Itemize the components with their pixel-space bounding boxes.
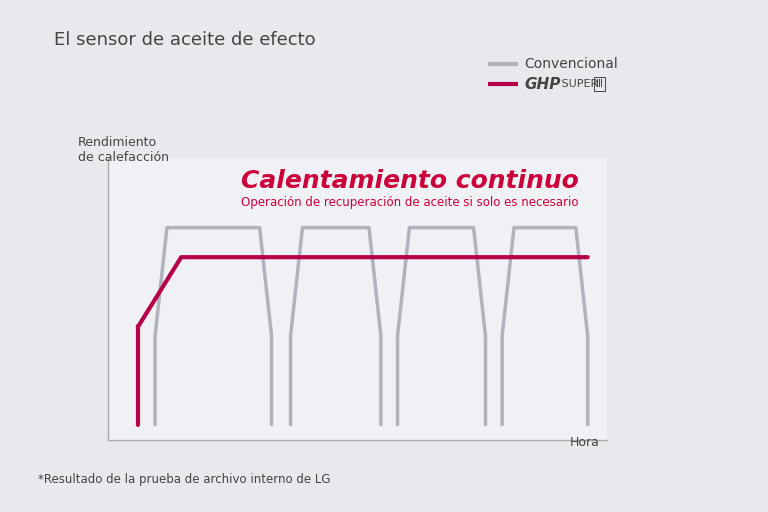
Text: *Resultado de la prueba de archivo interno de LG: *Resultado de la prueba de archivo inter… bbox=[38, 474, 331, 486]
Text: Convencional: Convencional bbox=[525, 57, 618, 71]
Text: GHP: GHP bbox=[525, 77, 561, 92]
Text: El sensor de aceite de efecto: El sensor de aceite de efecto bbox=[54, 31, 316, 49]
Text: Rendimiento
de calefacción: Rendimiento de calefacción bbox=[78, 136, 168, 164]
Text: Ⅲ: Ⅲ bbox=[596, 79, 603, 89]
Text: Operación de recuperación de aceite si solo es necesario: Operación de recuperación de aceite si s… bbox=[240, 196, 578, 209]
Text: SUPER: SUPER bbox=[558, 79, 598, 90]
Text: Calentamiento continuo: Calentamiento continuo bbox=[240, 168, 578, 193]
Text: Hora: Hora bbox=[569, 436, 599, 450]
